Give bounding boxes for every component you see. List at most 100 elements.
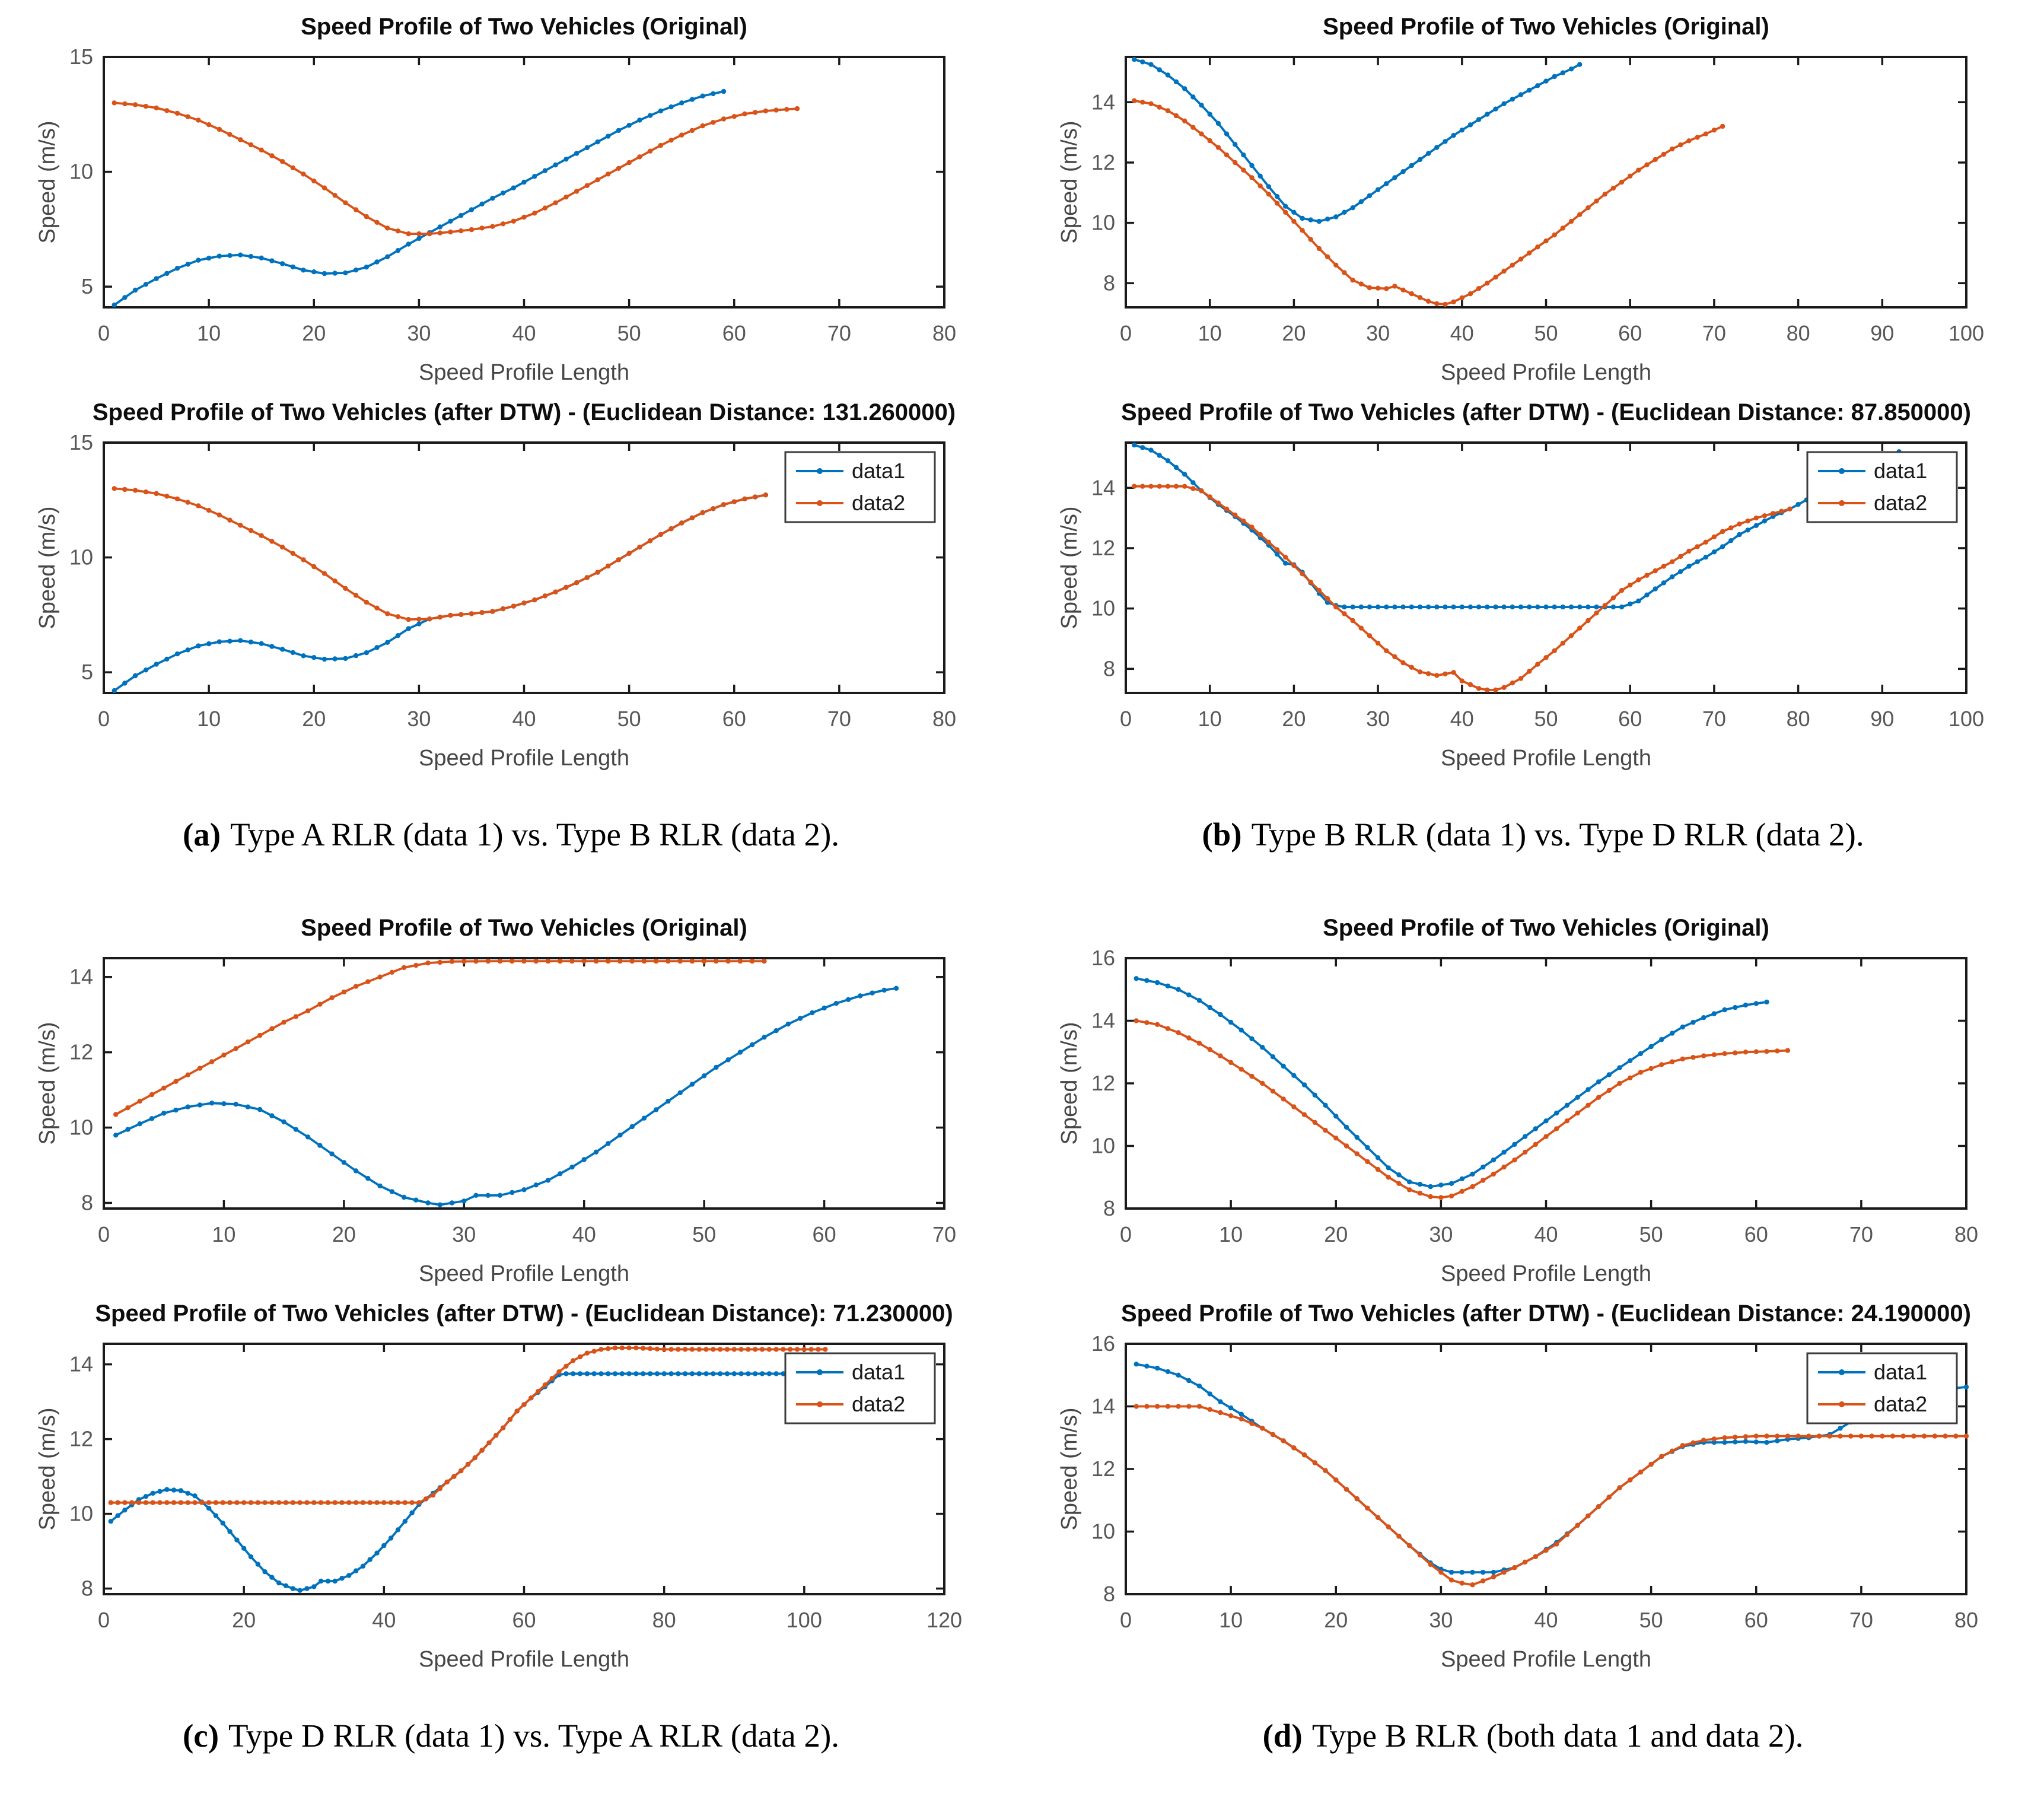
x-tick-label: 80 xyxy=(1787,321,1810,345)
plot-d-original: Speed Profile of Two Vehicles (Original)… xyxy=(1022,905,2044,1290)
plot-a-original: Speed Profile of Two Vehicles (Original)… xyxy=(0,4,1022,389)
y-tick-label: 10 xyxy=(1091,596,1115,621)
x-tick-label: 60 xyxy=(1618,321,1642,345)
y-tick-label: 14 xyxy=(69,965,93,989)
panel-a: Speed Profile of Two Vehicles (Original)… xyxy=(0,0,1022,901)
plot-title: Speed Profile of Two Vehicles (Original) xyxy=(301,915,747,941)
x-tick-label: 60 xyxy=(512,1608,536,1632)
panel-c: Speed Profile of Two Vehicles (Original)… xyxy=(0,901,1022,1802)
x-tick-label: 0 xyxy=(1120,321,1132,345)
series-data1-line xyxy=(1136,977,1767,1188)
x-tick-label: 30 xyxy=(407,321,431,345)
x-tick-label: 90 xyxy=(1870,707,1894,731)
x-tick-label: 50 xyxy=(692,1222,716,1246)
legend-label-data1: data1 xyxy=(1874,459,1927,483)
x-tick-label: 20 xyxy=(232,1608,256,1632)
tick-marks xyxy=(1125,957,1967,1210)
caption-d: (d) Type B RLR (both data 1 and data 2). xyxy=(1022,1676,2044,1795)
tick-marks xyxy=(1125,443,1967,693)
x-tick-label: 100 xyxy=(1949,707,1984,731)
series-data2-markers xyxy=(113,958,767,1117)
legend: data1 data2 xyxy=(1806,1352,1958,1424)
series-data1-markers xyxy=(108,1371,828,1593)
x-tick-label: 0 xyxy=(98,1608,110,1632)
caption-a-text: Type A RLR (data 1) vs. Type B RLR (data… xyxy=(230,816,840,853)
chart-c-original: Speed Profile of Two Vehicles (Original)… xyxy=(35,915,956,1286)
series-data2-markers xyxy=(1134,1018,1791,1200)
chart-d-original: Speed Profile of Two Vehicles (Original)… xyxy=(1057,915,1978,1286)
y-tick-label: 12 xyxy=(1091,1457,1115,1481)
tick-marks xyxy=(103,441,945,693)
tick-marks xyxy=(103,56,945,307)
series-data2-markers xyxy=(1132,484,1793,693)
caption-c: (c) Type D RLR (data 1) vs. Type A RLR (… xyxy=(0,1676,1022,1795)
x-tick-label: 10 xyxy=(1198,707,1222,731)
y-tick-label: 5 xyxy=(81,660,93,684)
series-data1-markers xyxy=(1132,56,1583,224)
legend: data1 data2 xyxy=(784,451,936,523)
y-tick-label: 15 xyxy=(69,44,93,69)
x-tick-label: 30 xyxy=(452,1222,476,1246)
y-tick-label: 8 xyxy=(1103,1196,1115,1220)
plot-title: Speed Profile of Two Vehicles (after DTW… xyxy=(1121,399,1971,425)
x-tick-label: 20 xyxy=(1282,707,1306,731)
x-tick-label: 80 xyxy=(932,321,956,345)
y-tick-label: 12 xyxy=(1091,536,1115,560)
caption-d-label: (d) xyxy=(1262,1717,1303,1754)
x-tick-label: 80 xyxy=(932,707,956,731)
x-axis-label: Speed Profile Length xyxy=(1441,1647,1651,1672)
legend-label-data2: data2 xyxy=(852,491,905,515)
x-tick-label: 40 xyxy=(572,1222,596,1246)
caption-b: (b) Type B RLR (data 1) vs. Type D RLR (… xyxy=(1022,775,2044,893)
plot-c-original: Speed Profile of Two Vehicles (Original)… xyxy=(0,905,1022,1290)
x-tick-label: 100 xyxy=(1949,321,1984,345)
series-data2-markers xyxy=(1134,1404,1969,1588)
x-tick-label: 20 xyxy=(302,707,326,731)
caption-b-label: (b) xyxy=(1202,816,1242,853)
legend-label-data1: data1 xyxy=(852,1360,905,1384)
x-tick-label: 40 xyxy=(512,321,536,345)
chart-b-original: Speed Profile of Two Vehicles (Original)… xyxy=(1057,14,1984,385)
series-data1-markers xyxy=(112,88,727,308)
caption-d-text: Type B RLR (both data 1 and data 2). xyxy=(1311,1717,1804,1754)
y-axis-label: Speed (m/s) xyxy=(35,1022,60,1145)
tick-labels: 0 20 40 60 80 100 120 8 10 12 14 xyxy=(69,1352,962,1632)
series-data2-markers xyxy=(112,100,800,237)
y-tick-label: 16 xyxy=(1091,946,1115,970)
series-data2-line xyxy=(114,487,766,621)
series-data1-markers xyxy=(1134,976,1769,1190)
tick-marks xyxy=(1125,1343,1967,1595)
plot-title: Speed Profile of Two Vehicles (Original) xyxy=(301,14,747,40)
y-axis-label: Speed (m/s) xyxy=(1057,507,1082,629)
legend: data1 data2 xyxy=(784,1352,936,1424)
x-tick-label: 40 xyxy=(372,1608,396,1632)
x-tick-label: 70 xyxy=(1849,1608,1873,1632)
plot-title: Speed Profile of Two Vehicles (Original) xyxy=(1323,14,1769,40)
x-tick-label: 60 xyxy=(813,1222,836,1246)
caption-c-text: Type D RLR (data 1) vs. Type A RLR (data… xyxy=(228,1717,840,1754)
series-data2-line xyxy=(114,101,798,235)
y-tick-label: 14 xyxy=(69,1352,93,1376)
y-axis-label: Speed (m/s) xyxy=(35,121,60,244)
x-tick-label: 40 xyxy=(512,707,536,731)
y-tick-label: 12 xyxy=(1091,150,1115,174)
x-axis-label: Speed Profile Length xyxy=(419,1647,629,1672)
x-tick-label: 20 xyxy=(1324,1608,1348,1632)
series-data2-markers xyxy=(1132,98,1725,307)
x-axis-label: Speed Profile Length xyxy=(1441,746,1651,771)
series-data2-line xyxy=(110,1347,826,1504)
y-axis-label: Speed (m/s) xyxy=(1057,1408,1082,1531)
x-tick-label: 0 xyxy=(98,321,110,345)
axes-box xyxy=(1125,56,1967,309)
x-tick-label: 20 xyxy=(302,321,326,345)
x-tick-label: 50 xyxy=(1534,707,1558,731)
series-data2-line xyxy=(1134,99,1723,306)
y-tick-label: 14 xyxy=(1091,1394,1115,1419)
x-tick-label: 20 xyxy=(1282,321,1306,345)
x-tick-label: 60 xyxy=(1744,1222,1768,1246)
y-tick-label: 14 xyxy=(1091,1009,1115,1033)
legend-label-data1: data1 xyxy=(852,459,905,483)
x-tick-label: 0 xyxy=(1120,1222,1132,1246)
y-tick-label: 12 xyxy=(1091,1071,1115,1095)
